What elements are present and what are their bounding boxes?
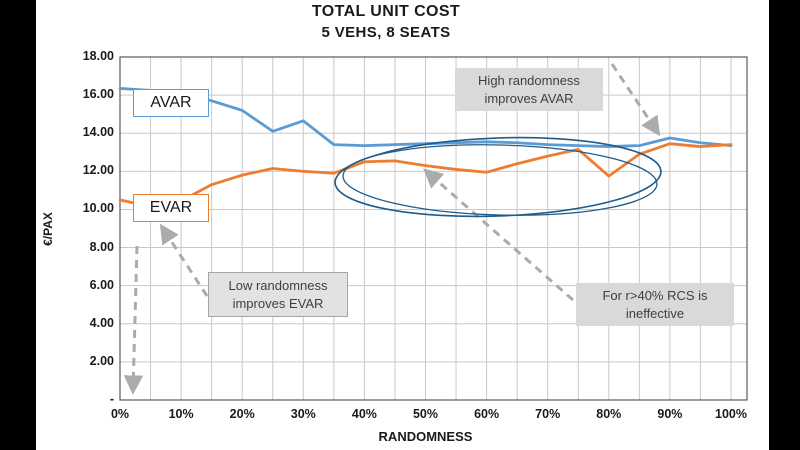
chart-title: TOTAL UNIT COST	[311, 3, 461, 20]
y-axis-tick-label: 4.00	[89, 315, 114, 330]
x-axis-tick-label: 20%	[229, 407, 255, 421]
x-axis-tick-label: 10%	[168, 407, 194, 421]
highlight-ellipse-inner	[342, 144, 658, 216]
x-axis-tick-label: 0%	[110, 407, 130, 421]
y-axis-tick-label: 16.00	[82, 87, 114, 102]
annotation-arrow	[423, 168, 574, 302]
letterbox-right-bar	[769, 0, 800, 450]
highlight-ellipse	[334, 136, 662, 218]
avar-series-label: AVAR	[133, 89, 209, 117]
annotation-arrow	[123, 245, 144, 395]
y-axis-tick-label: 8.00	[89, 239, 114, 254]
y-axis-tick-label: 18.00	[82, 49, 114, 63]
y-axis-title: €/PAX	[41, 212, 55, 246]
annotation-arrow	[610, 63, 661, 137]
evar-series-label: EVAR	[133, 194, 209, 222]
letterbox-left-bar	[0, 0, 36, 450]
annotation-high-randomness: High randomness improves AVAR	[455, 68, 603, 112]
x-axis-tick-label: 60%	[474, 407, 500, 421]
y-axis-tick-label: -	[109, 392, 114, 406]
annotation-rcs-ineffective: For r>40% RCS is ineffective	[576, 283, 734, 327]
y-axis-tick-label: 14.00	[82, 125, 114, 140]
y-axis-tick-label: 2.00	[89, 353, 114, 368]
x-axis-title: RANDOMNESS	[378, 429, 473, 444]
x-axis-tick-label: 90%	[657, 407, 683, 421]
x-axis-tick-label: 40%	[351, 407, 377, 421]
x-axis-tick-label: 70%	[535, 407, 561, 421]
x-axis-tick-label: 100%	[715, 407, 747, 421]
evar-line	[118, 142, 733, 208]
chart-subtitle: 5 VEHS, 8 SEATS	[321, 24, 451, 41]
y-axis-tick-label: 12.00	[82, 163, 114, 178]
y-axis-tick-label: 6.00	[89, 277, 114, 292]
x-axis-tick-label: 80%	[596, 407, 622, 421]
x-axis-tick-label: 50%	[412, 407, 439, 421]
y-axis-tick-label: 10.00	[82, 201, 114, 216]
annotation-low-randomness: Low randomness improves EVAR	[208, 272, 348, 318]
plot-border	[119, 56, 748, 401]
x-axis-tick-label: 30%	[290, 407, 316, 421]
